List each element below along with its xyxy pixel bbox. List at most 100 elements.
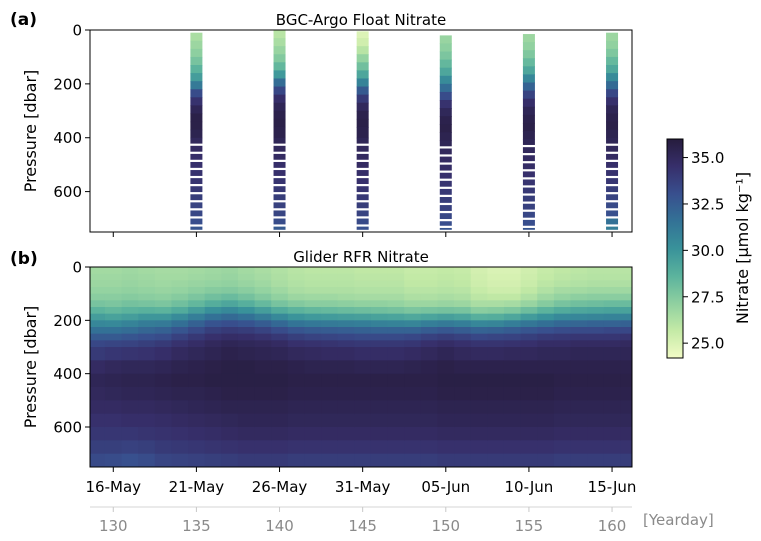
heatmap-cell [370, 360, 389, 375]
heatmap-cell [437, 427, 455, 441]
heatmap-cell [121, 327, 139, 335]
heatmap-cell [404, 400, 422, 415]
heatmap-cell [287, 300, 306, 308]
heatmap-cell [620, 333, 632, 341]
float-sample [190, 97, 203, 107]
heatmap-cell [90, 273, 106, 281]
heatmap-cell [520, 327, 538, 335]
heatmap-cell [138, 313, 156, 321]
heatmap-cell [454, 333, 472, 341]
float-sample [606, 113, 619, 123]
heatmap-cell [370, 413, 389, 428]
panel-a-ytick-label: 600 [53, 183, 82, 201]
heatmap-cell [171, 453, 189, 467]
heatmap-cell [254, 427, 272, 441]
heatmap-cell [370, 400, 389, 415]
heatmap-cell [104, 273, 123, 281]
heatmap-cell [387, 320, 405, 328]
heatmap-cell [354, 280, 372, 288]
heatmap-cell [470, 413, 488, 428]
heatmap-cell [237, 387, 256, 401]
heatmap-cell [204, 360, 222, 375]
heatmap-cell [254, 453, 272, 467]
heatmap-cell [221, 307, 239, 315]
heatmap-cell [520, 313, 538, 321]
heatmap-cell [487, 340, 505, 348]
heatmap-cell [321, 400, 339, 415]
heatmap-cell [171, 340, 189, 348]
heatmap-cell [171, 307, 189, 315]
heatmap-cell [487, 347, 505, 361]
heatmap-cell [537, 340, 555, 348]
heatmap-cell [204, 340, 222, 348]
float-sample [356, 137, 369, 144]
yearday-axis-label: [Yearday] [643, 511, 714, 529]
heatmap-cell [487, 413, 505, 428]
heatmap-cell [337, 373, 355, 388]
heatmap-cell [121, 300, 139, 308]
heatmap-cell [553, 293, 572, 301]
heatmap-cell [437, 387, 455, 401]
heatmap-cell [90, 287, 106, 295]
heatmap-cell [304, 427, 322, 441]
panel-a-ytick-label: 200 [53, 75, 82, 93]
heatmap-cell [271, 387, 289, 401]
heatmap-cell [370, 320, 389, 328]
heatmap-cell [570, 280, 588, 288]
float-sample [606, 218, 619, 225]
heatmap-cell [304, 267, 322, 275]
heatmap-cell [90, 427, 106, 441]
heatmap-cell [470, 347, 488, 361]
heatmap-cell [121, 347, 139, 361]
heatmap-cell [138, 333, 156, 341]
heatmap-cell [520, 320, 538, 328]
float-sample [273, 38, 286, 47]
heatmap-cell [287, 440, 306, 455]
panel-b-ytick-label: 0 [72, 259, 82, 277]
heatmap-cell [370, 327, 389, 335]
heatmap-cell [154, 400, 173, 415]
heatmap-cell [387, 427, 405, 441]
heatmap-cell [171, 387, 189, 401]
heatmap-cell [487, 453, 505, 467]
heatmap-cell [420, 440, 439, 455]
heatmap-cell [321, 293, 339, 301]
float-sample [439, 172, 452, 179]
heatmap-cell [121, 293, 139, 301]
heatmap-cell [570, 307, 588, 315]
heatmap-cell [620, 400, 632, 415]
float-profile-4 [439, 35, 452, 230]
heatmap-cell [121, 440, 139, 455]
heatmap-cell [537, 347, 555, 361]
float-sample [439, 205, 452, 211]
heatmap-cell [171, 280, 189, 288]
yearday-tick-label: 130 [99, 517, 128, 535]
heatmap-cell [154, 427, 173, 441]
float-sample [273, 218, 286, 225]
heatmap-cell [620, 300, 632, 308]
float-sample [606, 145, 619, 152]
heatmap-cell [387, 333, 405, 341]
heatmap-cell [287, 267, 306, 275]
heatmap-cell [254, 347, 272, 361]
heatmap-cell [188, 340, 206, 348]
float-sample [522, 42, 535, 51]
float-sample [273, 30, 286, 39]
heatmap-cell [587, 267, 605, 275]
heatmap-cell [188, 387, 206, 401]
panel-b-xtick-label: 10-Jun [505, 478, 554, 496]
heatmap-cell [254, 320, 272, 328]
heatmap-cell [304, 440, 322, 455]
heatmap-cell [570, 287, 588, 295]
heatmap-cell [287, 280, 306, 288]
heatmap-cell [221, 287, 239, 295]
heatmap-cell [138, 327, 156, 335]
float-sample [273, 86, 286, 96]
float-sample [522, 66, 535, 76]
heatmap-cell [370, 307, 389, 315]
heatmap-cell [503, 280, 522, 288]
heatmap-cell [104, 267, 123, 275]
heatmap-cell [537, 300, 555, 308]
heatmap-cell [420, 333, 439, 341]
colorbar-tick-label: 30.0 [691, 242, 724, 260]
